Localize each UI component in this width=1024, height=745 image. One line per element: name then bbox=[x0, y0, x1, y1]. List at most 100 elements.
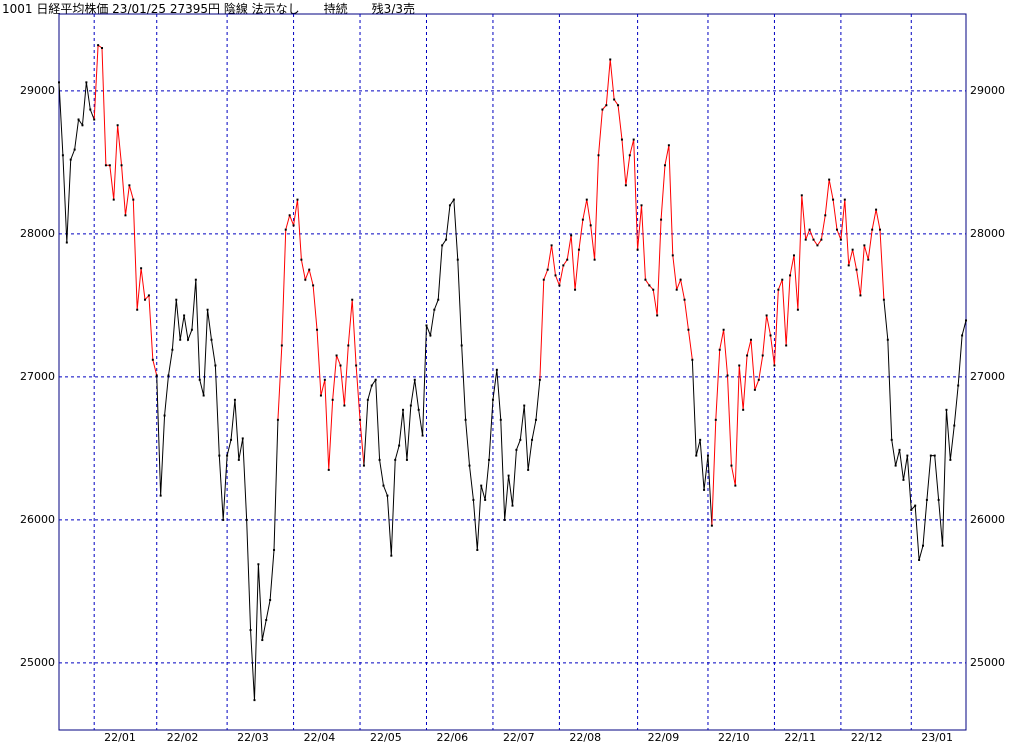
price-point bbox=[593, 258, 596, 261]
price-point bbox=[566, 258, 569, 261]
price-point bbox=[859, 294, 862, 297]
price-point bbox=[749, 338, 752, 341]
price-point bbox=[476, 548, 479, 551]
price-point bbox=[398, 444, 401, 447]
price-point bbox=[843, 198, 846, 201]
price-point bbox=[800, 194, 803, 197]
price-point bbox=[448, 204, 451, 207]
price-point bbox=[652, 288, 655, 291]
x-tick-label: 22/11 bbox=[784, 731, 816, 744]
price-point bbox=[124, 214, 127, 217]
price-point bbox=[503, 518, 506, 521]
price-point bbox=[347, 344, 350, 347]
price-point bbox=[777, 288, 780, 291]
price-point bbox=[730, 464, 733, 467]
price-line bbox=[58, 82, 95, 243]
price-point bbox=[918, 558, 921, 561]
price-point bbox=[241, 437, 244, 440]
price-point bbox=[425, 324, 428, 327]
price-point bbox=[491, 398, 494, 401]
price-point bbox=[773, 364, 776, 367]
price-point bbox=[108, 164, 111, 167]
price-point bbox=[378, 458, 381, 461]
y-tick-label: 27000 bbox=[20, 370, 55, 383]
price-point bbox=[93, 118, 96, 121]
price-point bbox=[230, 438, 233, 441]
price-point bbox=[484, 498, 487, 501]
price-point bbox=[456, 258, 459, 261]
price-point bbox=[683, 298, 686, 301]
price-point bbox=[417, 408, 420, 411]
price-point bbox=[554, 274, 557, 277]
x-tick-label: 22/12 bbox=[851, 731, 883, 744]
price-point bbox=[726, 374, 729, 377]
price-point bbox=[687, 328, 690, 331]
price-point bbox=[882, 298, 885, 301]
price-point bbox=[101, 47, 104, 50]
price-point bbox=[945, 408, 948, 411]
price-point bbox=[835, 228, 838, 231]
price-point bbox=[226, 454, 229, 457]
price-point bbox=[421, 434, 424, 437]
price-point bbox=[663, 164, 666, 167]
price-point bbox=[472, 498, 475, 501]
price-point bbox=[276, 418, 279, 421]
price-point bbox=[718, 348, 721, 351]
price-point bbox=[808, 228, 811, 231]
price-point bbox=[495, 368, 498, 371]
x-tick-label: 22/09 bbox=[648, 731, 680, 744]
price-point bbox=[574, 288, 577, 291]
price-point bbox=[175, 298, 178, 301]
price-point bbox=[155, 374, 158, 377]
x-tick-label: 22/07 bbox=[503, 731, 535, 744]
price-point bbox=[132, 198, 135, 201]
price-point bbox=[734, 484, 737, 487]
price-point bbox=[570, 234, 573, 237]
price-point bbox=[441, 244, 444, 247]
price-point bbox=[147, 294, 150, 297]
x-tick-label: 22/02 bbox=[167, 731, 199, 744]
price-point bbox=[898, 448, 901, 451]
y-tick-label: 28000 bbox=[20, 227, 55, 240]
price-line bbox=[363, 198, 541, 556]
price-point bbox=[265, 619, 268, 622]
price-point bbox=[722, 328, 725, 331]
x-tick-label: 22/04 bbox=[304, 731, 336, 744]
price-point bbox=[323, 378, 326, 381]
price-point bbox=[577, 248, 580, 251]
price-point bbox=[261, 639, 264, 642]
x-tick-label: 22/06 bbox=[436, 731, 468, 744]
price-point bbox=[187, 338, 190, 341]
price-line bbox=[711, 179, 885, 526]
price-point bbox=[792, 254, 795, 257]
x-tick-label: 22/05 bbox=[370, 731, 402, 744]
price-point bbox=[284, 228, 287, 231]
price-point bbox=[233, 398, 236, 401]
price-point bbox=[847, 264, 850, 267]
price-point bbox=[304, 278, 307, 281]
price-point bbox=[214, 364, 217, 367]
price-point bbox=[280, 344, 283, 347]
price-point bbox=[871, 228, 874, 231]
price-point bbox=[609, 58, 612, 61]
price-point bbox=[812, 238, 815, 241]
price-point bbox=[183, 314, 186, 317]
price-point bbox=[163, 414, 166, 417]
price-point bbox=[679, 278, 682, 281]
y-tick-label-right: 26000 bbox=[970, 513, 1005, 526]
price-point bbox=[144, 298, 147, 301]
price-point bbox=[620, 138, 623, 141]
price-point bbox=[867, 258, 870, 261]
price-point bbox=[789, 274, 792, 277]
price-point bbox=[300, 258, 303, 261]
price-point bbox=[851, 248, 854, 251]
price-line bbox=[883, 299, 967, 561]
price-point bbox=[839, 238, 842, 241]
price-point bbox=[605, 104, 608, 107]
price-point bbox=[112, 198, 115, 201]
price-point bbox=[656, 314, 659, 317]
price-point bbox=[339, 364, 342, 367]
price-point bbox=[769, 334, 772, 337]
price-point bbox=[179, 338, 182, 341]
price-point bbox=[370, 384, 373, 387]
